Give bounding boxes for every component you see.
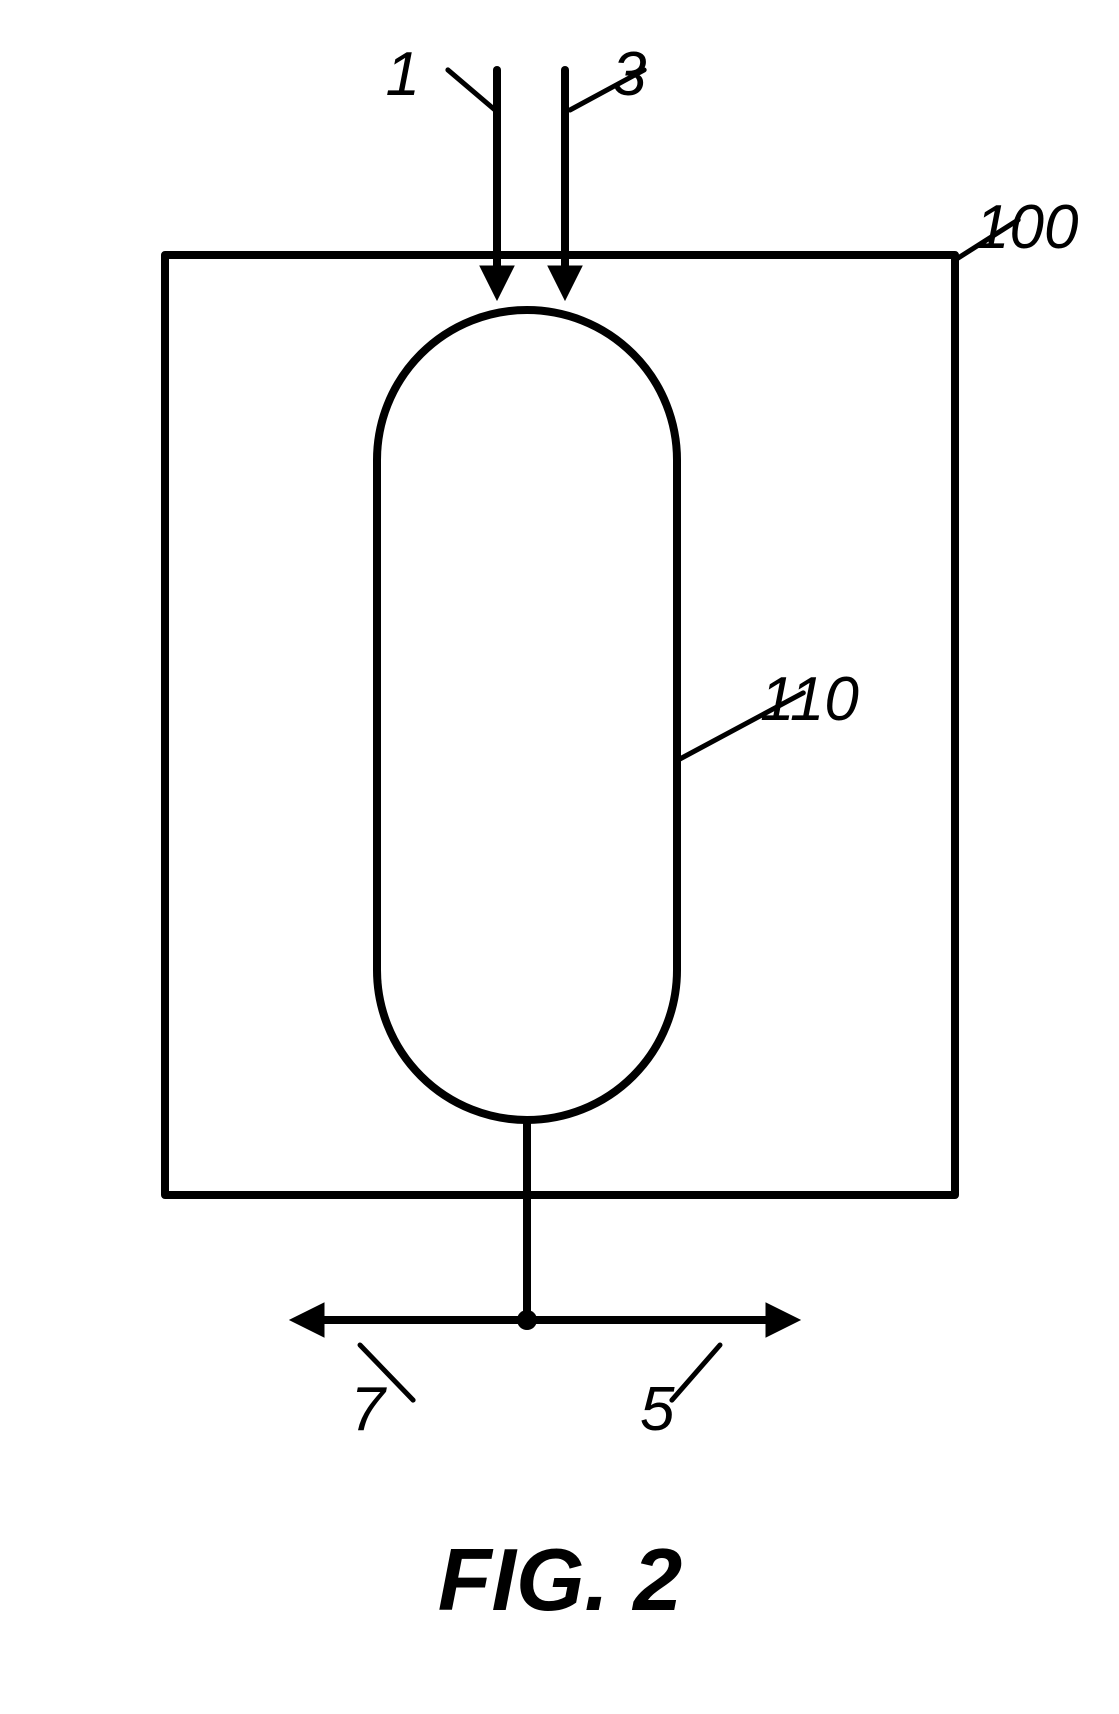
ref-label-3: 3 <box>612 40 646 109</box>
leader-5 <box>672 1345 720 1400</box>
arrow-head <box>290 1303 324 1337</box>
ref-label-5: 5 <box>640 1375 675 1444</box>
arrow-head <box>548 266 582 300</box>
ref-label-100: 100 <box>975 193 1078 262</box>
vessel-capsule <box>377 310 677 1120</box>
arrow-head <box>766 1303 800 1337</box>
figure-caption: FIG. 2 <box>438 1530 683 1629</box>
ref-label-110: 110 <box>760 665 859 734</box>
ref-label-1: 1 <box>386 40 420 109</box>
arrow-head <box>480 266 514 300</box>
ref-label-7: 7 <box>351 1375 388 1444</box>
leader-1 <box>448 70 495 110</box>
